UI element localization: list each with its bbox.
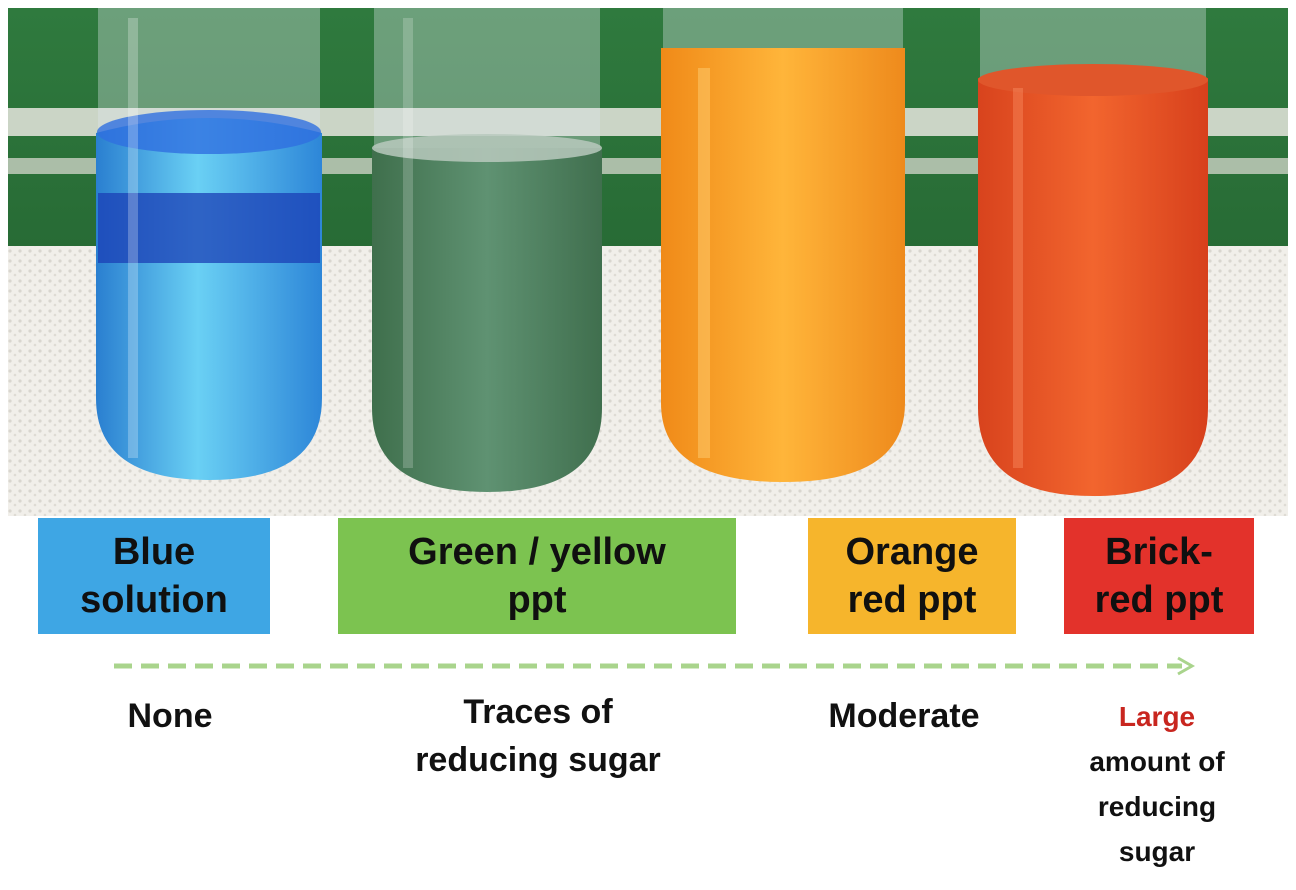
label-brick-red-ppt-text: Brick- red ppt xyxy=(1094,531,1224,621)
label-green-yellow-ppt: Green / yellow ppt xyxy=(338,518,736,634)
test-tube-photo xyxy=(8,8,1288,516)
tube-orange xyxy=(661,8,905,482)
label-orange-red-ppt-text: Orange red ppt xyxy=(845,531,979,621)
caption-traces: Traces of reducing sugar xyxy=(370,688,706,784)
tube-green xyxy=(372,8,602,492)
caption-traces-text: Traces of reducing sugar xyxy=(415,693,661,779)
tube-blue xyxy=(96,8,322,480)
caption-none-text: None xyxy=(127,697,213,735)
caption-large-highlight: Large xyxy=(1118,701,1196,732)
caption-moderate-text: Moderate xyxy=(828,697,980,735)
label-blue-solution-text: Blue solution xyxy=(80,531,228,621)
tube-red xyxy=(978,8,1208,496)
label-orange-red-ppt: Orange red ppt xyxy=(808,518,1016,634)
caption-large-rest: amount of reducing sugar xyxy=(1089,746,1225,867)
label-brick-red-ppt: Brick- red ppt xyxy=(1064,518,1254,634)
label-green-yellow-ppt-text: Green / yellow ppt xyxy=(408,531,666,621)
test-tube-illustration xyxy=(8,8,1288,516)
caption-moderate: Moderate xyxy=(790,694,1018,738)
caption-large: Large amount of reducing sugar xyxy=(1052,694,1262,874)
dashed-arrow xyxy=(114,656,1196,676)
label-blue-solution: Blue solution xyxy=(38,518,270,634)
caption-none: None xyxy=(90,694,250,738)
